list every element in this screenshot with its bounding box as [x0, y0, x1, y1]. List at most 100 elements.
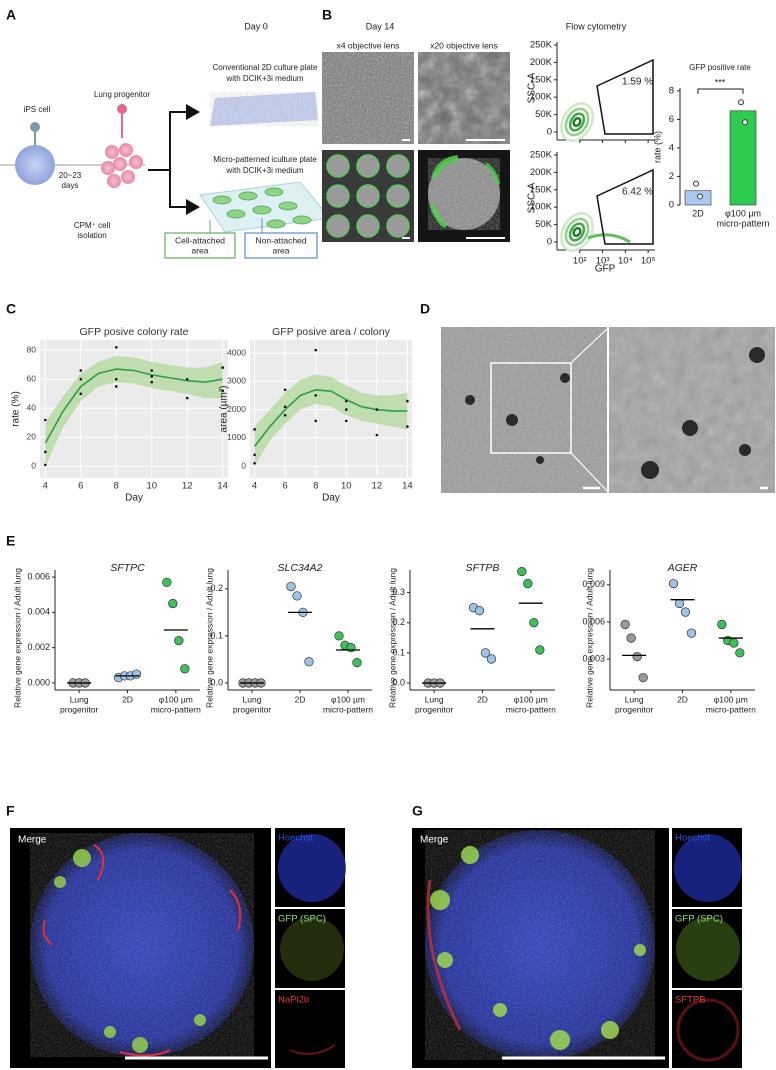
y-tick-label: 50K	[535, 219, 553, 230]
point	[150, 369, 154, 372]
ips-cell	[15, 145, 55, 185]
channel-label: SFTPB	[675, 995, 706, 1006]
x-tick-label: micro-pattern	[506, 704, 556, 714]
well	[252, 205, 272, 215]
point	[185, 396, 189, 400]
point	[680, 607, 691, 617]
cell	[113, 157, 127, 171]
gfp-signal	[431, 155, 459, 180]
cell	[101, 161, 115, 175]
cell	[54, 876, 66, 888]
panel-label: F	[6, 803, 15, 819]
point	[114, 377, 118, 381]
well	[278, 201, 298, 211]
arrow	[148, 104, 200, 171]
y-tick-label: 0.1	[210, 630, 223, 640]
cell	[430, 890, 450, 910]
axis-label: rate (%)	[652, 131, 662, 163]
well	[226, 209, 246, 219]
confidence-band	[45, 355, 223, 467]
y-tick-label: 100K	[530, 202, 553, 213]
x-tick-label: 2D	[692, 208, 704, 218]
point	[735, 648, 745, 658]
y-tick-label: 0.0	[210, 677, 223, 687]
y-tick-label: 0.006	[27, 571, 50, 581]
y-tick-label: 3000	[227, 376, 246, 386]
gate-label: 1.59 %	[622, 77, 653, 88]
axis-label: Relative gene expression / Adult lung	[204, 568, 214, 708]
label: Conventional 2D culture plate	[213, 63, 319, 72]
point	[626, 633, 636, 643]
point	[406, 399, 409, 403]
plate-texture	[210, 92, 318, 126]
label: Cell-attached	[175, 235, 225, 245]
point	[480, 648, 491, 658]
point	[314, 348, 318, 352]
x-tick-label: φ100 µm	[714, 694, 748, 704]
granule	[536, 456, 544, 464]
point	[486, 654, 497, 664]
colony	[326, 184, 350, 208]
x-tick-label: 10	[146, 481, 157, 492]
contour	[568, 112, 586, 132]
panel-label: D	[420, 301, 430, 317]
point	[334, 631, 344, 641]
y-tick-label: 250K	[530, 40, 553, 51]
point	[150, 380, 154, 384]
point	[742, 119, 748, 126]
point	[346, 642, 356, 653]
axis-label: Relative gene expression / Adult lung	[584, 568, 594, 708]
point	[44, 450, 47, 454]
spheroid-texture	[30, 833, 254, 1057]
y-tick-label: 50K	[535, 109, 553, 120]
chart-title: SFTPC	[110, 562, 145, 574]
signal	[42, 919, 53, 946]
y-tick-label: 4000	[227, 347, 246, 357]
y-tick-label: 100K	[530, 92, 553, 103]
y-tick-label: 40	[27, 403, 37, 413]
x-tick-label: 10	[341, 481, 352, 492]
granule	[465, 395, 475, 405]
confidence-band	[254, 374, 408, 467]
point	[668, 578, 679, 589]
x-tick-label: 2D	[295, 694, 306, 704]
point	[174, 635, 184, 646]
y-tick-label: 0	[547, 237, 552, 248]
colony	[386, 154, 410, 178]
gfp-signal	[484, 162, 500, 185]
y-tick-label: 20	[27, 432, 37, 442]
x-tick-label: 2D	[677, 694, 688, 704]
image-texture	[609, 327, 775, 493]
day-label: Day 14	[366, 21, 395, 31]
cell	[601, 1021, 619, 1039]
x-tick-label: progenitor	[615, 704, 653, 714]
flow-title: Flow cytometry	[566, 21, 627, 31]
axis-label: GFP	[595, 264, 616, 275]
x-tick-label: 14	[402, 481, 413, 492]
hoechst	[674, 834, 742, 902]
point	[375, 408, 379, 411]
x-tick-label: progenitor	[415, 704, 453, 714]
x-tick-label: φ100 µm	[331, 694, 365, 704]
point	[517, 566, 527, 577]
label: with DCIK+3i medium	[225, 74, 303, 83]
point	[304, 657, 314, 667]
label: x4 objective lens	[337, 40, 400, 50]
y-tick-label: 250K	[530, 150, 553, 161]
contour	[564, 107, 590, 137]
point	[292, 591, 302, 601]
point	[474, 606, 485, 616]
cell	[107, 174, 121, 188]
chart-title: SLC34A2	[278, 562, 323, 574]
point	[286, 581, 296, 592]
point	[168, 598, 178, 609]
point	[344, 399, 348, 403]
x-tick-label: φ100 µm	[159, 694, 193, 704]
cell	[104, 1026, 116, 1038]
label: with DCIK+3i medium	[225, 166, 303, 175]
well	[212, 195, 232, 205]
marker	[117, 104, 127, 114]
x-tick-label: 6	[283, 481, 288, 492]
point	[535, 645, 545, 655]
point	[620, 619, 630, 630]
